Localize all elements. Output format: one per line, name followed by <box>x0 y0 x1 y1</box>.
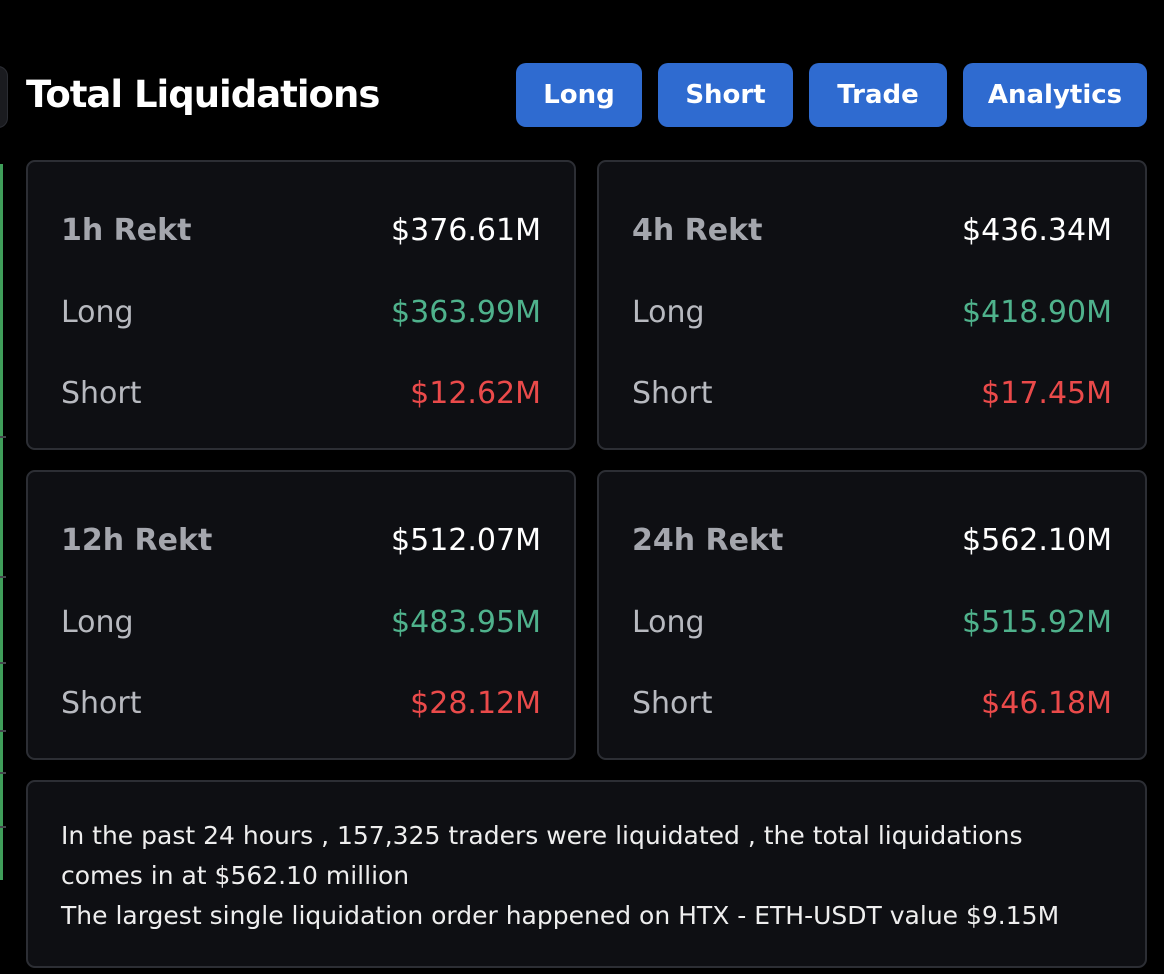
summary-line-largest-order: The largest single liquidation order hap… <box>61 901 1060 930</box>
rekt-card-4h: 4h Rekt $436.34M Long $418.90M Short $17… <box>597 160 1147 450</box>
left-edge-tick <box>0 662 6 664</box>
liquidation-summary: In the past 24 hours , 157,325 traders w… <box>26 780 1147 968</box>
card-short-label: Short <box>61 686 142 721</box>
card-period-label: 1h Rekt <box>61 213 192 248</box>
card-long-row: Long $363.99M <box>61 293 541 333</box>
left-edge-tick <box>0 826 6 828</box>
card-short-value: $46.18M <box>981 686 1112 721</box>
card-short-value: $17.45M <box>981 376 1112 411</box>
left-edge-tick <box>0 772 6 774</box>
card-period-label: 24h Rekt <box>632 523 784 558</box>
card-short-label: Short <box>632 376 713 411</box>
card-short-row: Short $28.12M <box>61 684 541 724</box>
summary-text: In the past 24 hours , 157,325 traders w… <box>61 816 1111 936</box>
card-short-label: Short <box>61 376 142 411</box>
card-long-value: $483.95M <box>391 605 541 640</box>
card-short-row: Short $46.18M <box>632 684 1112 724</box>
card-short-value: $28.12M <box>410 686 541 721</box>
card-long-row: Long $515.92M <box>632 603 1112 643</box>
analytics-button[interactable]: Analytics <box>963 63 1147 127</box>
card-short-row: Short $17.45M <box>632 374 1112 414</box>
card-total-row: 12h Rekt $512.07M <box>61 521 541 561</box>
card-long-row: Long $483.95M <box>61 603 541 643</box>
card-total-row: 4h Rekt $436.34M <box>632 211 1112 251</box>
rekt-card-12h: 12h Rekt $512.07M Long $483.95M Short $2… <box>26 470 576 760</box>
card-long-value: $515.92M <box>962 605 1112 640</box>
page-title: Total Liquidations <box>26 73 380 116</box>
card-short-label: Short <box>632 686 713 721</box>
header: Total Liquidations Long Short Trade Anal… <box>26 62 1148 128</box>
card-long-label: Long <box>61 605 134 640</box>
card-total-row: 1h Rekt $376.61M <box>61 211 541 251</box>
card-total-value: $562.10M <box>962 523 1112 558</box>
card-period-label: 4h Rekt <box>632 213 763 248</box>
card-long-label: Long <box>632 605 705 640</box>
rekt-card-24h: 24h Rekt $562.10M Long $515.92M Short $4… <box>597 470 1147 760</box>
card-long-label: Long <box>61 295 134 330</box>
card-total-value: $512.07M <box>391 523 541 558</box>
long-button[interactable]: Long <box>516 63 642 127</box>
left-edge-tick <box>0 436 6 438</box>
card-long-label: Long <box>632 295 705 330</box>
summary-line-24h: In the past 24 hours , 157,325 traders w… <box>61 821 1023 890</box>
rekt-card-1h: 1h Rekt $376.61M Long $363.99M Short $12… <box>26 160 576 450</box>
card-period-label: 12h Rekt <box>61 523 213 558</box>
card-short-row: Short $12.62M <box>61 374 541 414</box>
short-button[interactable]: Short <box>658 63 793 127</box>
trade-button[interactable]: Trade <box>809 63 947 127</box>
card-total-row: 24h Rekt $562.10M <box>632 521 1112 561</box>
card-long-value: $418.90M <box>962 295 1112 330</box>
card-long-value: $363.99M <box>391 295 541 330</box>
left-edge-tick <box>0 576 6 578</box>
card-long-row: Long $418.90M <box>632 293 1112 333</box>
left-edge-tab <box>0 66 8 128</box>
left-edge-tick <box>0 730 6 732</box>
card-total-value: $436.34M <box>962 213 1112 248</box>
card-short-value: $12.62M <box>410 376 541 411</box>
left-edge-bar <box>0 164 3 880</box>
card-total-value: $376.61M <box>391 213 541 248</box>
